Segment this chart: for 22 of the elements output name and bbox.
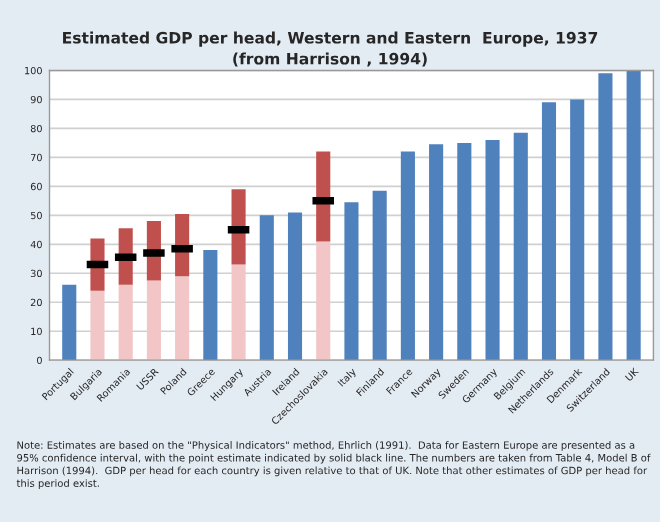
bar <box>316 241 331 361</box>
bar <box>62 284 77 361</box>
bar <box>400 151 415 361</box>
bar <box>146 280 161 361</box>
bar <box>231 264 246 361</box>
bar <box>485 140 500 361</box>
bar <box>259 215 274 361</box>
bar <box>231 189 246 265</box>
bar <box>598 73 613 361</box>
bar <box>287 212 303 361</box>
bar <box>626 70 641 361</box>
bar <box>457 142 472 361</box>
bar <box>90 290 105 361</box>
bar <box>429 144 444 361</box>
bar <box>541 102 557 361</box>
bar <box>175 276 190 361</box>
bar <box>513 132 528 361</box>
bar <box>344 202 359 361</box>
bar <box>203 250 218 361</box>
bar <box>372 190 387 361</box>
bar <box>570 99 585 361</box>
bar <box>118 284 133 361</box>
